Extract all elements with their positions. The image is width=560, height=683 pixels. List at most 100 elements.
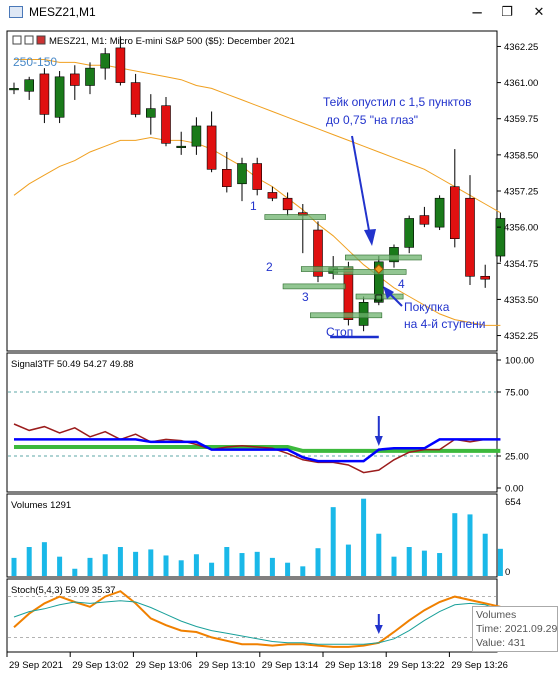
candle-body — [115, 47, 126, 83]
signal-plot — [8, 391, 501, 474]
price-tick-label: 4362.25 — [504, 42, 538, 53]
volume-bar — [406, 547, 412, 576]
volume-bar — [57, 556, 63, 576]
signal-tick-label: 100.00 — [505, 356, 534, 367]
buy-annotation: Покупка — [404, 300, 450, 314]
stoch-header: Stoch(5,4,3) 59.09 35.37 — [11, 585, 116, 596]
chart-shift-icon[interactable] — [36, 35, 46, 45]
candle-body — [9, 88, 19, 91]
volume-plot — [11, 498, 503, 576]
candle-body — [24, 79, 35, 92]
volume-bar — [376, 533, 382, 576]
candle-body — [161, 105, 171, 144]
volume-bar — [239, 553, 245, 576]
candle-body — [85, 67, 95, 86]
volume-bar — [163, 555, 169, 576]
axes: 4362.25 4361.00 4359.75 4358.50 4357.25 4356.… — [6, 42, 538, 671]
time-tick-label: 29 Sep 13:26 — [451, 660, 508, 671]
tooltip-time: Time: 2021.09.29 — [476, 623, 558, 635]
order-level-bar — [345, 254, 422, 261]
stoch-arrow-head — [374, 625, 383, 634]
candle-body — [237, 163, 247, 185]
candle-body — [54, 76, 65, 118]
stoch-plot — [8, 590, 501, 648]
volume-bar — [361, 498, 367, 576]
buy-arrow-head — [383, 286, 394, 299]
stop-annotation: Стоп — [326, 325, 353, 339]
price-tick-label: 4353.50 — [504, 295, 538, 306]
window-titlebar: MESZ21,M1 ─ ❐ ✕ — [0, 0, 560, 27]
take-annotation-2: до 0,75 "на глаз" — [326, 113, 418, 127]
signal-header: Signal3TF 50.49 54.27 49.88 — [11, 359, 134, 370]
volume-tick-label: 0 — [505, 567, 510, 578]
candle-body — [449, 186, 460, 239]
close-button[interactable]: ✕ — [533, 5, 545, 20]
candle-body — [176, 145, 186, 148]
volume-bar — [87, 557, 93, 576]
moving-average-1 — [14, 59, 501, 214]
volume-tooltip: Volumes Time: 2021.09.29 Value: 431 — [472, 606, 558, 652]
price-tick-label: 4354.75 — [504, 259, 538, 270]
chart-objects-icon[interactable] — [24, 35, 34, 45]
signal-line-1 — [14, 438, 501, 463]
price-tick-label: 4359.75 — [504, 114, 538, 125]
volume-bar — [209, 562, 215, 576]
candle-body — [404, 218, 415, 248]
volume-bar — [41, 542, 47, 576]
volume-bar — [467, 514, 473, 576]
volume-bar — [437, 553, 443, 576]
chart-window-icon — [9, 6, 23, 18]
take-arrow-head — [364, 229, 376, 246]
level-4-label: 4 — [398, 277, 405, 291]
volume-header: Volumes 1291 — [11, 500, 71, 511]
candle-body — [480, 275, 491, 280]
order-level-bar — [355, 293, 404, 300]
signal-arrow-head — [374, 436, 383, 446]
candle-body — [267, 192, 278, 199]
time-tick-label: 29 Sep 13:06 — [135, 660, 192, 671]
candle-body — [222, 169, 232, 187]
volume-bar — [391, 556, 397, 576]
candle-body — [343, 267, 354, 320]
minimize-button[interactable]: ─ — [472, 4, 482, 22]
entry-marker — [375, 294, 383, 302]
volume-bar — [482, 533, 488, 576]
volume-bar — [117, 547, 123, 576]
price-tick-label: 4357.25 — [504, 187, 538, 198]
order-level-bar — [310, 312, 383, 319]
chart-properties-icon[interactable] — [12, 35, 22, 45]
signal-panel-frame — [6, 352, 498, 493]
time-tick-label: 29 Sep 13:10 — [199, 660, 256, 671]
price-tick-label: 4361.00 — [504, 78, 538, 89]
volume-bar — [72, 568, 78, 576]
candle-body — [465, 197, 475, 277]
order-level-bar — [332, 269, 407, 275]
candle-body — [146, 108, 156, 118]
restore-button[interactable]: ❐ — [501, 5, 513, 20]
volume-bar — [102, 554, 108, 576]
candle-body — [313, 229, 323, 277]
volume-bar — [300, 566, 306, 576]
candle-body — [282, 197, 293, 211]
volume-bar — [497, 548, 503, 576]
level-1-label: 1 — [250, 199, 257, 213]
take-annotation: Тейк опустил с 1,5 пунктов — [323, 95, 471, 109]
volume-bar — [421, 550, 427, 576]
volume-bar — [345, 544, 351, 576]
stoch-line-2 — [13, 600, 501, 645]
order-level-bar — [282, 283, 346, 290]
candle-body — [100, 53, 110, 69]
volume-bar — [315, 548, 321, 576]
volume-bar — [178, 560, 184, 576]
candle-body — [39, 73, 50, 115]
volume-bar — [133, 551, 139, 576]
level-2-label: 2 — [266, 260, 273, 274]
candle-body — [434, 197, 445, 228]
time-tick-label: 29 Sep 13:14 — [262, 660, 319, 671]
tooltip-title: Volumes — [476, 609, 517, 621]
window-title: MESZ21,M1 — [29, 5, 96, 19]
candle-body — [419, 215, 430, 225]
chart-area[interactable]: 4362.25 4361.00 4359.75 4358.50 4357.25 4356.… — [0, 27, 560, 678]
candle-body — [191, 125, 202, 147]
